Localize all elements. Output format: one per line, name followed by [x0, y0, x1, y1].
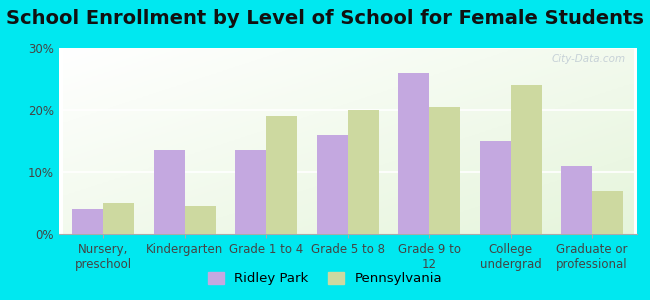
Bar: [72, 209, 103, 234]
Bar: [480, 141, 511, 234]
Bar: [561, 166, 592, 234]
Bar: [348, 110, 379, 234]
Legend: Ridley Park, Pennsylvania: Ridley Park, Pennsylvania: [203, 266, 447, 290]
Bar: [154, 150, 185, 234]
Bar: [266, 116, 297, 234]
Text: City-Data.com: City-Data.com: [551, 54, 625, 64]
Bar: [185, 206, 216, 234]
Text: School Enrollment by Level of School for Female Students: School Enrollment by Level of School for…: [6, 9, 644, 28]
Bar: [429, 107, 460, 234]
Bar: [592, 190, 623, 234]
Bar: [511, 85, 541, 234]
Bar: [398, 73, 429, 234]
Bar: [317, 135, 348, 234]
Bar: [235, 150, 266, 234]
Bar: [103, 203, 135, 234]
